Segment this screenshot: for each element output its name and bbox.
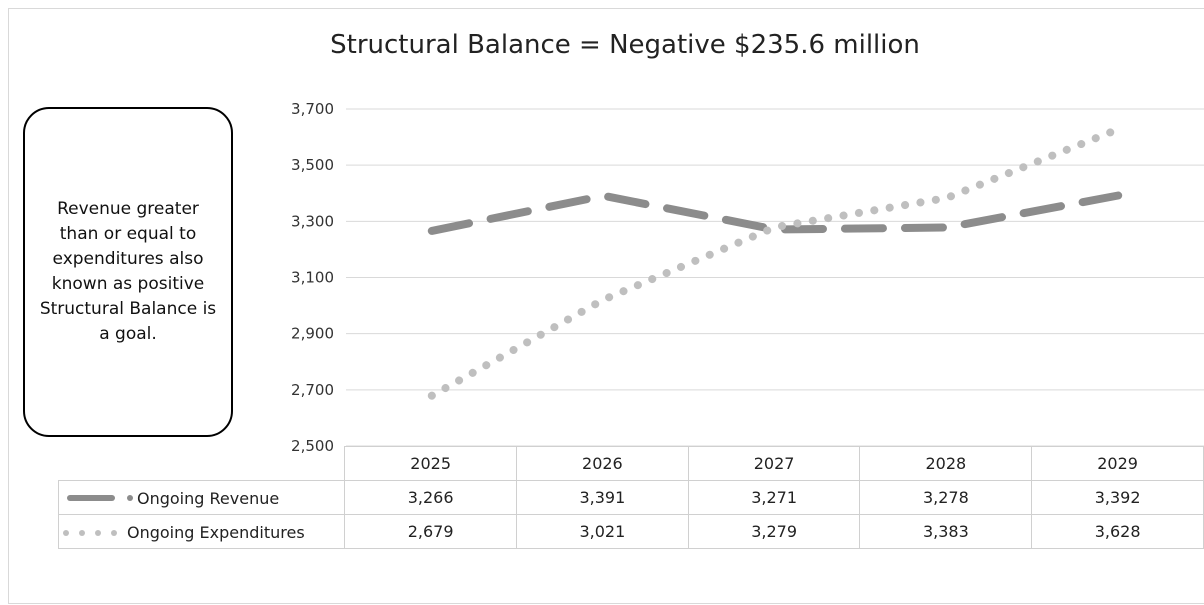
data-label: 3,392 [1031, 480, 1204, 515]
data-table: 2025 2026 2027 2028 2029 Ongoing Revenue… [57, 446, 1204, 549]
legend-dash-swatch [67, 495, 115, 501]
y-tick-label: 3,500 [291, 156, 334, 174]
y-tick-label: 2,700 [291, 381, 334, 399]
revenue-series-line [427, 191, 1123, 235]
category-label: 2029 [1031, 446, 1204, 481]
legend-entry-expenditures: Ongoing Expenditures [57, 514, 346, 549]
data-label: 3,391 [516, 480, 689, 515]
table-row-expenditures: Ongoing Expenditures 2,679 3,021 3,279 3… [57, 514, 1204, 549]
data-label: 3,383 [859, 514, 1033, 549]
table-corner-cell [58, 446, 346, 481]
category-label: 2028 [859, 446, 1033, 481]
series-lines [427, 125, 1123, 400]
goal-note-text: Revenue greater than or equal to expendi… [39, 199, 217, 344]
legend-dotted-swatch [63, 523, 123, 542]
legend-label-revenue: Ongoing Revenue [137, 488, 280, 508]
data-label: 3,271 [687, 480, 861, 515]
y-tick-label: 3,700 [291, 100, 334, 118]
expenditures-series-line [427, 125, 1123, 400]
y-tick-label: 2,900 [291, 325, 334, 343]
data-label: 2,679 [344, 514, 518, 549]
chart-frame [8, 8, 1204, 604]
data-label: 3,279 [687, 514, 861, 549]
gridlines [346, 108, 1204, 447]
data-label: 3,266 [344, 480, 518, 515]
y-tick-label: 3,300 [291, 212, 334, 230]
data-label: 3,628 [1031, 514, 1204, 549]
goal-note-box: Revenue greater than or equal to expendi… [23, 107, 233, 437]
legend-entry-revenue: Ongoing Revenue [57, 480, 346, 515]
table-header-row: 2025 2026 2027 2028 2029 [58, 446, 1204, 481]
legend-dot-marker [127, 495, 133, 501]
data-label: 3,278 [859, 480, 1033, 515]
data-label: 3,021 [516, 514, 689, 549]
chart-title: Structural Balance = Negative $235.6 mil… [330, 30, 920, 60]
category-label: 2025 [344, 446, 518, 481]
legend-label-expenditures: Ongoing Expenditures [127, 522, 305, 542]
y-tick-label: 3,100 [291, 269, 334, 287]
table-row-revenue: Ongoing Revenue 3,266 3,391 3,271 3,278 … [57, 480, 1204, 515]
category-label: 2027 [687, 446, 861, 481]
category-label: 2026 [516, 446, 689, 481]
